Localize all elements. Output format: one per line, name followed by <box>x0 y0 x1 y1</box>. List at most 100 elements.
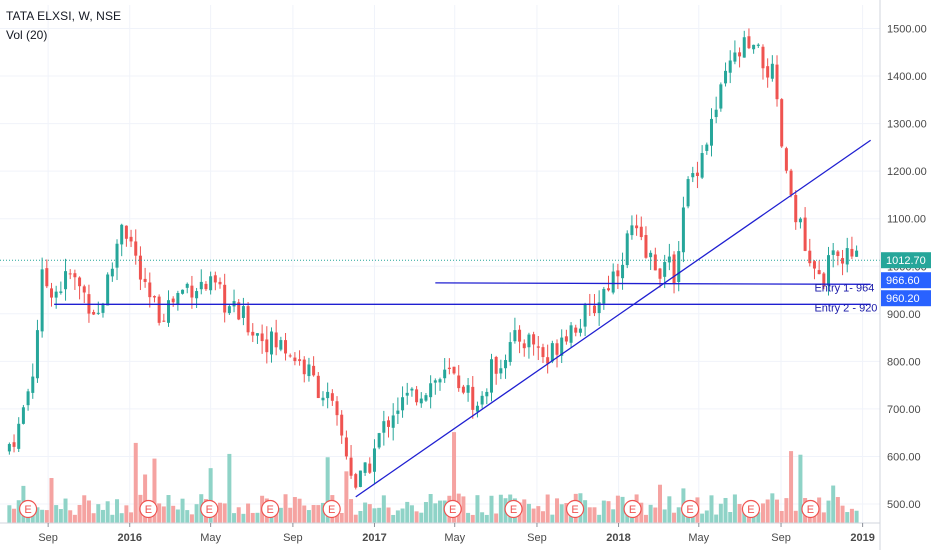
volume-bar <box>339 512 344 523</box>
candle-up <box>167 300 171 323</box>
candle-down <box>237 302 241 320</box>
candle-down <box>592 305 596 314</box>
volume-bar <box>704 510 709 523</box>
volume-bar <box>592 507 597 523</box>
volume-bar <box>854 510 859 523</box>
candle-down <box>124 225 128 239</box>
volume-bar <box>72 514 77 523</box>
earnings-marker-label: E <box>328 504 335 516</box>
earnings-marker[interactable]: E <box>139 499 158 519</box>
candle-up <box>377 433 381 448</box>
earnings-marker[interactable]: E <box>741 499 761 519</box>
volume-bar <box>96 504 101 523</box>
earnings-marker[interactable]: E <box>504 499 523 519</box>
rising-support-line[interactable] <box>355 139 872 498</box>
volume-bar <box>405 501 410 523</box>
volume-bar <box>494 513 499 523</box>
price-tick-label: 600.00 <box>887 451 921 463</box>
candle-up <box>199 281 203 290</box>
candle-down <box>335 401 339 416</box>
time-tick-label: 2019 <box>850 532 874 544</box>
earnings-marker[interactable]: E <box>680 499 700 519</box>
volume-bar <box>428 494 433 523</box>
volume-bar <box>63 498 68 523</box>
resistance-line-964[interactable] <box>435 282 871 285</box>
volume-bar <box>484 514 489 523</box>
volume-bar <box>208 468 213 523</box>
candle-down <box>368 463 372 473</box>
volume-bar <box>845 512 850 523</box>
candle-up <box>21 407 25 424</box>
earnings-marker-label: E <box>266 504 273 516</box>
volume-bar <box>849 508 854 523</box>
candle-up <box>405 392 409 396</box>
earnings-marker[interactable]: E <box>322 499 341 519</box>
candle-up <box>106 274 110 306</box>
volume-bar <box>105 501 110 523</box>
volume-bar <box>152 458 157 523</box>
candle-down <box>518 329 522 342</box>
earnings-marker[interactable]: E <box>801 499 820 519</box>
volume-bar <box>756 512 761 523</box>
volume-bar <box>545 494 550 523</box>
time-tick-label: 2016 <box>117 532 141 544</box>
volume-bar <box>611 509 616 523</box>
price-tick-label: 1200.00 <box>887 166 927 178</box>
candle-up <box>527 334 531 348</box>
candle-up <box>480 395 484 405</box>
candle-down <box>452 366 456 374</box>
volume-bar <box>91 513 96 523</box>
candle-down <box>129 236 133 242</box>
candle-down <box>302 359 306 375</box>
earnings-marker[interactable]: E <box>18 499 38 519</box>
earnings-marker[interactable]: E <box>443 499 462 519</box>
candlesticks <box>7 28 859 490</box>
earnings-marker[interactable]: E <box>261 499 280 519</box>
candle-up <box>602 288 606 304</box>
candle-up <box>429 383 433 398</box>
candle-up <box>185 283 189 288</box>
volume-bar <box>498 494 503 523</box>
candle-down <box>82 286 86 293</box>
earnings-marker-label: E <box>206 504 213 516</box>
earnings-marker[interactable]: E <box>200 499 219 519</box>
volume-bar <box>784 498 789 523</box>
volume-bar <box>676 507 681 523</box>
candle-up <box>709 118 713 146</box>
candle-up <box>569 325 573 343</box>
earnings-marker-label: E <box>807 504 814 516</box>
volume-bar <box>189 514 194 523</box>
candle-up <box>677 251 681 283</box>
candle-down <box>246 306 250 333</box>
candle-down <box>780 99 784 147</box>
volume-bar <box>470 514 475 523</box>
volume-bar <box>320 502 325 523</box>
candle-down <box>574 327 578 333</box>
candle-down <box>635 225 639 229</box>
volume-bar <box>124 505 129 523</box>
candle-up <box>611 271 615 293</box>
volume-bar <box>775 499 780 523</box>
time-axis[interactable]: Sep 2016 May Sep 2017 May Sep 2018 May Sep 2019 <box>0 522 880 544</box>
candle-down <box>766 66 770 78</box>
candle-down <box>784 148 788 171</box>
candle-down <box>344 437 348 457</box>
trendlines[interactable]: Entry 1- 964 Entry 2 - 920 <box>0 139 880 498</box>
candle-up <box>728 60 732 73</box>
earnings-marker[interactable]: E <box>623 499 642 519</box>
candle-up <box>391 415 395 428</box>
candle-up <box>7 444 11 452</box>
candle-up <box>363 462 367 473</box>
volume-bar <box>386 507 391 523</box>
symbol-title: TATA ELXSI, W, NSE <box>6 9 122 23</box>
volume-bar <box>653 507 658 523</box>
candle-up <box>438 379 442 383</box>
volume-bar <box>227 453 232 523</box>
candle-up <box>630 225 634 236</box>
candle-up <box>195 291 199 299</box>
candle-up <box>724 70 728 84</box>
earnings-marker[interactable]: E <box>565 499 585 519</box>
